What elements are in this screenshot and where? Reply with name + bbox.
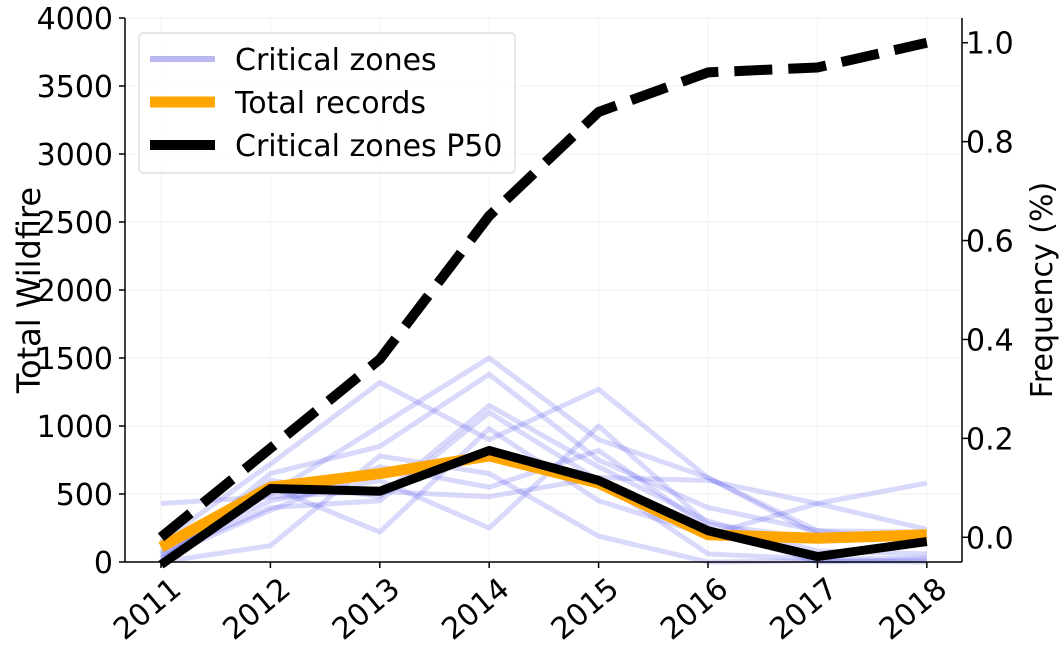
- p50-line: [158, 445, 928, 569]
- y-tick-label: 3000: [37, 138, 113, 173]
- x-tick-label: 2011: [107, 571, 188, 647]
- y2-tick-label: 1.0: [966, 27, 1014, 62]
- y2-tick-label: 0.0: [966, 521, 1014, 556]
- frequency-line: [157, 37, 928, 542]
- y2-tick-label: 0.6: [966, 225, 1014, 260]
- critical-zone-line: [160, 475, 928, 507]
- x-tick-label: 2013: [326, 571, 407, 647]
- legend: Critical zones Total records Critical zone…: [138, 32, 516, 174]
- y-tick-label: 1000: [37, 410, 113, 445]
- frequency-series: [157, 37, 928, 542]
- y2-axis-label: Frequency (%): [1025, 182, 1059, 398]
- x-tick-label: 2017: [764, 571, 845, 647]
- x-tick-label: 2016: [654, 571, 735, 647]
- y-tick-label: 2000: [37, 274, 113, 309]
- y2-tick-label: 0.8: [966, 126, 1014, 161]
- critical-zone-line: [159, 355, 927, 554]
- y-tick-label: 1500: [37, 342, 113, 377]
- critical-zone-line: [159, 379, 927, 544]
- y-tick-label: 2500: [37, 206, 113, 241]
- x-axis-ticks: 2011 2012 2013 2014 2015 2016 2017 2018: [107, 562, 954, 647]
- legend-box: [138, 32, 516, 174]
- y-tick-label: 500: [56, 478, 113, 513]
- y2-tick-label: 0.2: [966, 422, 1014, 457]
- y-axis-label: Total Wildfire: [10, 187, 48, 394]
- y-tick-label: 3500: [37, 70, 113, 105]
- legend-label: Critical zones: [235, 43, 437, 78]
- y-tick-label: 4000: [37, 2, 113, 37]
- x-tick-label: 2012: [217, 571, 298, 647]
- critical-zone-line: [160, 453, 927, 565]
- critical-zone-line: [159, 371, 928, 564]
- y2-tick-label: 0.4: [966, 323, 1014, 358]
- p50-series: [158, 445, 928, 569]
- y-tick-label: 0: [94, 546, 113, 581]
- x-tick-label: 2014: [435, 571, 516, 647]
- critical-zone-lines: [159, 355, 928, 565]
- legend-label: Total records: [234, 86, 426, 121]
- x-tick-label: 2018: [873, 571, 954, 647]
- left-axis-ticks: 0 500 1000 1500 2000 2500 3000 3500 4000: [37, 2, 125, 581]
- critical-zone-line: [160, 409, 927, 562]
- right-axis-ticks: 0.0 0.2 0.4 0.6 0.8 1.0: [962, 27, 1014, 556]
- legend-label: Critical zones P50: [235, 129, 502, 164]
- x-tick-label: 2015: [545, 571, 626, 647]
